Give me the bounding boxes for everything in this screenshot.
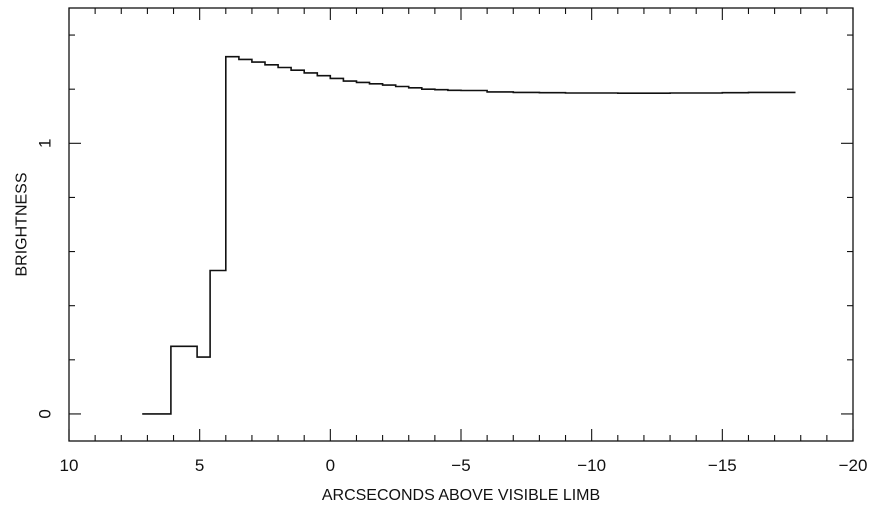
- series-layer: [142, 55, 796, 415]
- axis-ticks: [68, 8, 854, 441]
- tick-labels: 10 5 0 −5 −10 −15 −20 0 1: [36, 139, 868, 475]
- y-tick-label: 1: [36, 139, 55, 148]
- y-axis-label: BRIGHTNESS: [14, 172, 31, 276]
- x-axis-label: ARCSECONDS ABOVE VISIBLE LIMB: [322, 487, 600, 504]
- brightness-step-line: [142, 55, 796, 415]
- plot-frame: [68, 7, 854, 442]
- x-tick-label: 5: [195, 456, 204, 475]
- x-tick-label: −10: [577, 456, 606, 475]
- y-tick-label: 0: [36, 409, 55, 418]
- x-tick-label: 10: [60, 456, 79, 475]
- plot-border: [68, 7, 854, 442]
- x-tick-label: −5: [451, 456, 470, 475]
- x-tick-label: −20: [839, 456, 868, 475]
- x-tick-label: −15: [708, 456, 737, 475]
- x-tick-label: 0: [326, 456, 335, 475]
